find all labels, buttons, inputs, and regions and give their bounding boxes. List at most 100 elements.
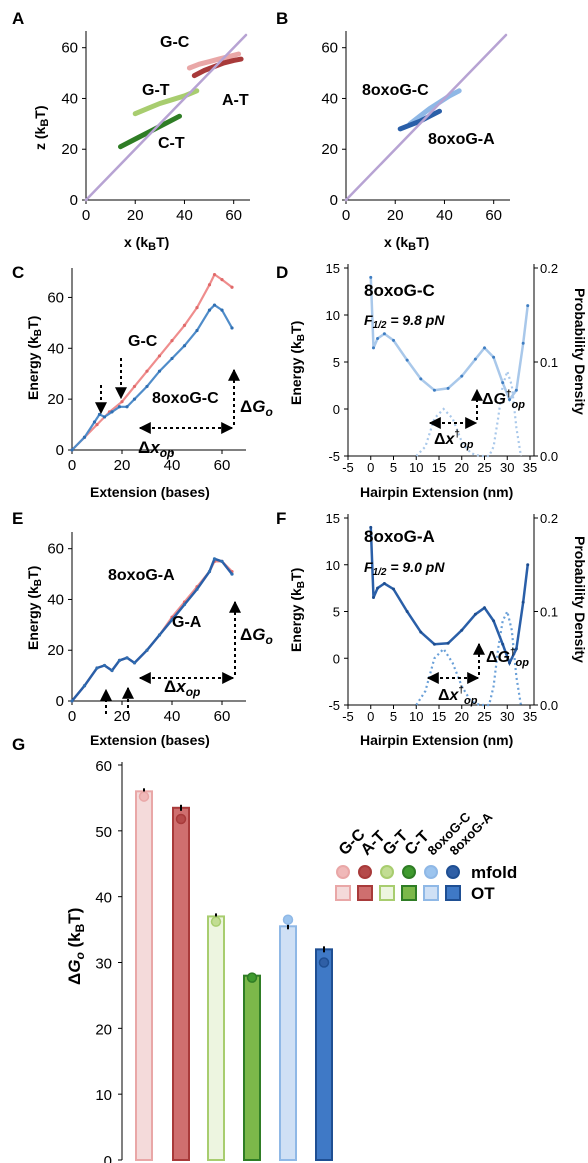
data-point [95, 666, 99, 670]
x-tick-label: -5 [342, 460, 354, 475]
panel-label-f: F [276, 509, 286, 528]
energy-point [492, 355, 496, 359]
x-tick-label: 30 [500, 709, 514, 724]
y-tick-label: 40 [47, 591, 64, 608]
label-dgo-e: ΔGo [240, 625, 273, 647]
energy-point [382, 332, 386, 336]
y-tick-label: -5 [328, 698, 340, 713]
y-tick-label: 0 [56, 693, 64, 710]
label-a-t: A-T [222, 92, 249, 109]
x-axis-label-b: x (kBT) [384, 234, 429, 253]
data-point [132, 384, 137, 389]
x-tick-label: 0 [68, 708, 76, 725]
series-line-8oxog-a [397, 108, 442, 132]
diagonal-line [344, 33, 508, 202]
panel-label-a: A [12, 9, 24, 28]
data-point [170, 339, 174, 343]
y-tick-label: 20 [47, 391, 64, 408]
y-tick-label: 60 [321, 40, 338, 57]
x-tick-label: 5 [390, 709, 397, 724]
data-point [120, 400, 124, 404]
data-point [212, 303, 217, 307]
y-axis-label-g: ΔGo (kBT) [65, 908, 87, 985]
data-point [145, 384, 149, 389]
x-tick-label: 60 [485, 207, 502, 224]
panel-e: 0 20 40 60 0 20 40 60 8oxoG-A G-A ΔGo Δxop Exte… [25, 532, 273, 748]
x-tick-label: 10 [409, 460, 423, 475]
y-tick-label: 20 [47, 642, 64, 659]
bar-g-t [207, 915, 225, 1162]
legend-mfold-marker [402, 865, 416, 879]
label-dgo-c: ΔGo [240, 397, 273, 419]
data-point [125, 656, 129, 660]
x-tick-label: 30 [500, 460, 514, 475]
energy-point [392, 338, 395, 342]
label-dxop-c: Δxop [138, 438, 174, 460]
y-tick-label: -5 [328, 449, 340, 464]
y-tick-label: 30 [95, 956, 112, 973]
series-line-c-t [118, 113, 182, 150]
energy-point [432, 388, 436, 392]
x-tick-label: 60 [214, 708, 231, 725]
legend-ot-swatch [445, 885, 461, 901]
energy-point [371, 595, 375, 599]
y-tick-label: 10 [95, 1087, 112, 1104]
y-tick-label: 15 [326, 261, 340, 276]
x-tick-label: 40 [164, 708, 181, 725]
label-8oxog-a-b: 8oxoG-A [428, 131, 495, 148]
energy-point [473, 357, 477, 361]
y-axis-label-e: Energy (kBT) [25, 566, 44, 650]
data-point [182, 344, 187, 348]
x-tick-label: 20 [127, 207, 144, 224]
data-point [132, 397, 137, 401]
energy-point [369, 275, 373, 279]
legend-ot-label: OT [471, 884, 495, 903]
title-d: 8oxoG-C [364, 281, 435, 300]
y-tick-label: 20 [95, 1021, 112, 1038]
bar-g-c [135, 790, 153, 1161]
x-tick-label: 0 [367, 709, 374, 724]
diagonal-line [84, 33, 248, 202]
label-dg-op-d: ΔG†op [482, 389, 525, 411]
x-tick-label: 0 [82, 207, 90, 224]
data-point [157, 369, 162, 373]
data-point [145, 648, 149, 652]
data-point [195, 328, 199, 333]
data-point [95, 422, 99, 427]
label-g-t: G-T [142, 82, 170, 99]
panel-b: 0 20 40 60 0 20 40 60 8oxoG-C 8oxoG-A x (kBT) [321, 31, 510, 253]
y2-tick-label: 0.2 [540, 511, 558, 526]
y-tick-label: 0 [330, 192, 338, 209]
x-axis-label-f: Hairpin Extension (nm) [360, 732, 513, 748]
bar-8oxog-a [315, 948, 333, 1161]
y2-axis-label-f: Probability Density [572, 536, 588, 663]
x-tick-label: 20 [114, 457, 131, 474]
x-tick-label: 20 [114, 708, 131, 725]
label-c-t: C-T [158, 135, 185, 152]
energy-point [521, 341, 525, 345]
energy-point [432, 642, 436, 646]
x-tick-label: 0 [342, 207, 350, 224]
data-point [207, 308, 212, 312]
series-line-8oxog-c [407, 88, 462, 127]
label-g-c: G-C [160, 34, 190, 51]
y-tick-label: 20 [61, 141, 78, 158]
y2-tick-label: 0.0 [540, 698, 558, 713]
y-tick-label: 50 [95, 824, 112, 841]
energy-point [521, 600, 525, 604]
y-tick-label: 40 [321, 90, 338, 107]
energy-point [376, 586, 380, 590]
x-tick-label: 15 [432, 709, 446, 724]
energy-point [492, 619, 496, 623]
data-point [145, 369, 149, 373]
x-tick-label: 35 [523, 460, 537, 475]
y2-tick-label: 0.2 [540, 261, 558, 276]
energy-point [501, 381, 505, 385]
y-tick-label: 60 [61, 40, 78, 57]
y2-axis-label-d: Probability Density [572, 288, 588, 415]
y2-tick-label: 0.1 [540, 355, 558, 370]
x-tick-label: 20 [387, 207, 404, 224]
x-tick-label: 0 [367, 460, 374, 475]
energy-point [508, 661, 512, 665]
y-tick-label: 20 [321, 141, 338, 158]
